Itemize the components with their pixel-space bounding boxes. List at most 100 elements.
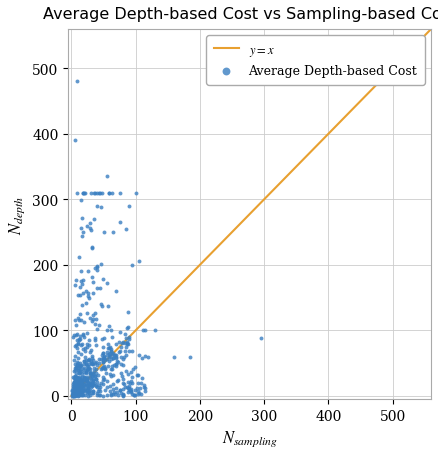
Average Depth-based Cost — [73, 390, 80, 397]
Average Depth-based Cost — [73, 364, 80, 371]
Average Depth-based Cost — [92, 264, 99, 272]
Average Depth-based Cost — [141, 384, 148, 391]
Average Depth-based Cost — [78, 389, 85, 397]
Average Depth-based Cost — [78, 383, 85, 390]
Average Depth-based Cost — [117, 328, 124, 335]
Average Depth-based Cost — [99, 364, 106, 372]
Average Depth-based Cost — [88, 358, 95, 365]
Average Depth-based Cost — [81, 387, 88, 394]
Average Depth-based Cost — [80, 190, 87, 197]
Average Depth-based Cost — [79, 280, 86, 288]
Average Depth-based Cost — [95, 322, 102, 329]
Average Depth-based Cost — [93, 326, 100, 333]
Average Depth-based Cost — [135, 258, 142, 265]
Average Depth-based Cost — [74, 384, 81, 391]
Average Depth-based Cost — [76, 364, 83, 372]
Average Depth-based Cost — [124, 341, 131, 348]
Average Depth-based Cost — [77, 284, 84, 291]
Average Depth-based Cost — [86, 361, 93, 368]
Average Depth-based Cost — [72, 379, 79, 386]
Average Depth-based Cost — [90, 377, 97, 384]
Average Depth-based Cost — [78, 389, 85, 396]
Average Depth-based Cost — [103, 280, 110, 287]
Average Depth-based Cost — [74, 378, 81, 385]
Average Depth-based Cost — [93, 359, 100, 366]
Average Depth-based Cost — [91, 368, 98, 375]
Average Depth-based Cost — [124, 384, 131, 391]
Average Depth-based Cost — [113, 288, 120, 295]
Average Depth-based Cost — [81, 357, 88, 364]
Average Depth-based Cost — [98, 336, 105, 343]
Average Depth-based Cost — [152, 327, 159, 334]
Average Depth-based Cost — [87, 370, 94, 377]
Average Depth-based Cost — [106, 323, 113, 330]
Average Depth-based Cost — [72, 380, 79, 388]
Average Depth-based Cost — [73, 391, 80, 399]
Average Depth-based Cost — [125, 379, 132, 386]
Average Depth-based Cost — [71, 356, 78, 364]
Average Depth-based Cost — [73, 321, 80, 329]
Average Depth-based Cost — [88, 244, 95, 252]
Average Depth-based Cost — [119, 392, 126, 399]
Average Depth-based Cost — [107, 344, 114, 351]
Average Depth-based Cost — [80, 387, 87, 394]
Average Depth-based Cost — [113, 363, 120, 370]
Average Depth-based Cost — [71, 382, 78, 389]
Average Depth-based Cost — [70, 391, 77, 399]
Average Depth-based Cost — [71, 390, 78, 398]
Average Depth-based Cost — [112, 355, 119, 362]
Average Depth-based Cost — [79, 376, 86, 384]
Average Depth-based Cost — [88, 389, 95, 397]
Average Depth-based Cost — [79, 345, 86, 353]
Average Depth-based Cost — [81, 383, 88, 390]
Average Depth-based Cost — [84, 383, 91, 390]
Average Depth-based Cost — [131, 391, 138, 398]
Average Depth-based Cost — [92, 359, 99, 367]
Average Depth-based Cost — [85, 392, 92, 399]
Average Depth-based Cost — [92, 373, 99, 380]
Average Depth-based Cost — [77, 376, 84, 384]
Average Depth-based Cost — [85, 295, 92, 303]
Average Depth-based Cost — [83, 300, 90, 307]
Average Depth-based Cost — [94, 362, 101, 369]
Average Depth-based Cost — [113, 360, 120, 368]
Average Depth-based Cost — [100, 276, 107, 283]
Average Depth-based Cost — [72, 386, 79, 394]
Average Depth-based Cost — [85, 366, 92, 373]
Average Depth-based Cost — [82, 353, 89, 360]
Average Depth-based Cost — [109, 380, 116, 388]
Average Depth-based Cost — [92, 342, 99, 349]
Average Depth-based Cost — [81, 374, 88, 381]
Average Depth-based Cost — [81, 391, 88, 399]
Average Depth-based Cost — [113, 389, 120, 396]
Average Depth-based Cost — [69, 386, 76, 394]
Average Depth-based Cost — [71, 361, 78, 368]
Average Depth-based Cost — [120, 391, 127, 399]
Average Depth-based Cost — [99, 349, 106, 357]
Average Depth-based Cost — [137, 384, 144, 391]
Average Depth-based Cost — [115, 391, 122, 399]
Average Depth-based Cost — [74, 383, 81, 390]
Average Depth-based Cost — [96, 359, 103, 366]
Average Depth-based Cost — [116, 387, 123, 394]
Average Depth-based Cost — [72, 341, 79, 349]
Average Depth-based Cost — [72, 364, 79, 372]
Average Depth-based Cost — [110, 350, 117, 357]
Average Depth-based Cost — [129, 348, 136, 355]
Average Depth-based Cost — [134, 379, 141, 386]
Average Depth-based Cost — [129, 262, 136, 269]
Average Depth-based Cost — [81, 190, 88, 197]
Average Depth-based Cost — [92, 366, 99, 373]
Average Depth-based Cost — [110, 229, 117, 236]
Average Depth-based Cost — [91, 337, 98, 344]
Average Depth-based Cost — [74, 330, 81, 338]
Average Depth-based Cost — [77, 385, 84, 393]
Average Depth-based Cost — [120, 391, 127, 398]
Average Depth-based Cost — [78, 197, 85, 204]
Average Depth-based Cost — [105, 341, 112, 348]
Average Depth-based Cost — [74, 354, 81, 361]
Average Depth-based Cost — [105, 190, 112, 197]
Average Depth-based Cost — [121, 331, 128, 339]
Average Depth-based Cost — [76, 359, 83, 367]
Average Depth-based Cost — [72, 384, 79, 392]
